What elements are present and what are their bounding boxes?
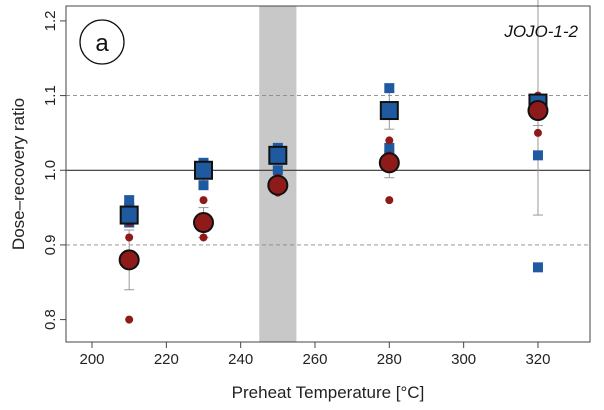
individual-circle-point [385,136,394,145]
y-tick-label: 1.0 [42,160,59,181]
mean-points [118,93,549,271]
y-tick-label: 0.8 [42,309,59,330]
individual-square-point [384,83,395,94]
individual-circle-point [199,233,208,242]
error-bars [124,0,543,291]
individual-points [124,83,543,324]
panel-label-circle [79,19,125,65]
x-tick-label: 320 [525,351,550,368]
x-tick-label: 220 [154,351,179,368]
x-tick-label: 200 [79,351,104,368]
mean-square-point [268,145,288,165]
individual-circle-point [533,128,542,137]
mean-square-point [119,205,139,225]
mean-circle-point [378,152,400,174]
individual-square-point [532,150,543,161]
individual-square-point [384,142,395,153]
y-tick-label: 1.2 [42,11,59,32]
mean-circle-point [193,212,215,234]
individual-circle-point [385,196,394,205]
x-axis-title: Preheat Temperature [°C] [232,383,425,402]
x-axis: 200 220 240 260 280 300 320 [79,342,550,368]
individual-circle-point [125,233,134,242]
individual-circle-point [125,315,134,324]
x-tick-label: 240 [228,351,253,368]
reference-lines [66,95,590,246]
mean-circle-point [267,174,289,196]
y-axis-title: Dose–recovery ratio [9,98,28,250]
panel-label: a [95,30,109,57]
x-tick-label: 280 [377,351,402,368]
x-tick-label: 260 [302,351,327,368]
mean-circle-point [527,100,549,122]
individual-square-point [532,262,543,273]
mean-square-point [379,101,399,121]
sample-label: JOJO-1-2 [503,22,578,41]
y-tick-label: 1.1 [42,85,59,106]
mean-circle-point [118,249,140,271]
individual-square-point [124,195,135,206]
individual-square-point [272,165,283,176]
y-axis: 0.8 0.9 1.0 1.1 1.2 [42,11,66,330]
plot-frame [65,5,591,343]
y-tick-label: 0.9 [42,235,59,256]
mean-square-point [194,160,214,180]
individual-circle-point [199,196,208,205]
individual-square-point [198,180,209,191]
x-tick-label: 300 [451,351,476,368]
